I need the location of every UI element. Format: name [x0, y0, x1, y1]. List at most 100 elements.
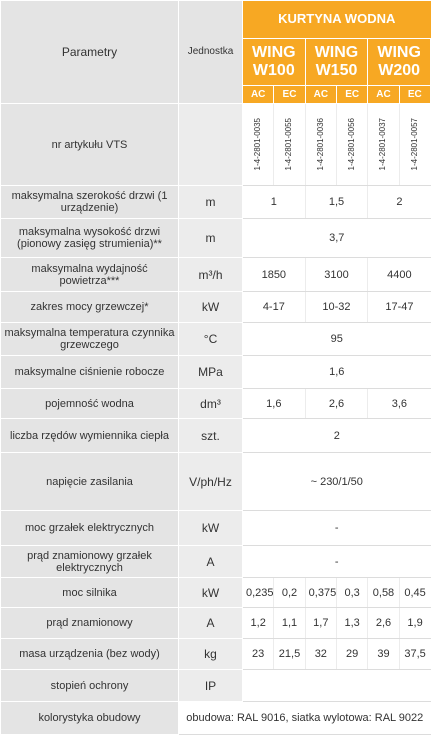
parameter-label: maksymalne ciśnienie robocze	[0, 355, 179, 389]
parameter-header: Parametry	[0, 0, 179, 104]
parameter-label: liczba rzędów wymiennika ciepła	[0, 418, 179, 453]
table-row: moc grzałek elektrycznych kW -	[0, 510, 431, 546]
article-code-cell: 1-4-2801-0055	[273, 103, 306, 186]
table-row: moc silnika kW 0,235 0,2 0,375 0,3 0,58 0,45	[0, 577, 431, 608]
value: obudowa: RAL 9016, siatka wylotowa: RAL …	[178, 701, 431, 735]
parameter-label: nr artykułu VTS	[0, 103, 179, 186]
parameter-label: moc silnika	[0, 577, 179, 608]
value: 0,235	[241, 577, 274, 608]
unit-header: Jednostka	[178, 0, 243, 104]
value: 2,6	[304, 388, 368, 419]
value: 0,2	[273, 577, 306, 608]
unit: V/ph/Hz	[178, 452, 243, 511]
article-code: 1-4-2801-0056	[347, 118, 357, 171]
value: 0,58	[367, 577, 400, 608]
article-code-cell: 1-4-2801-0037	[367, 103, 400, 186]
value: 3,6	[367, 388, 431, 419]
parameter-label: maksymalna wydajność powietrza***	[0, 257, 179, 292]
table-row: napięcie zasilania V/ph/Hz ~ 230/1/50	[0, 452, 431, 511]
table-row: prąd znamionowy A 1,2 1,1 1,7 1,3 2,6 1,9	[0, 607, 431, 639]
value: 2,6	[367, 607, 400, 639]
table-row: stopień ochrony IP	[0, 669, 431, 702]
unit: A	[178, 545, 243, 578]
unit: szt.	[178, 418, 243, 453]
article-code: 1-4-2801-0057	[410, 118, 420, 171]
value: 3100	[304, 257, 368, 292]
variant: EC	[273, 85, 306, 104]
unit: IP	[178, 669, 243, 702]
value: 10-32	[304, 291, 368, 323]
value: 0,45	[398, 577, 431, 608]
parameter-label: zakres mocy grzewczej*	[0, 291, 179, 323]
value: 32	[304, 638, 337, 670]
article-code: 1-4-2801-0055	[284, 118, 294, 171]
value: 1850	[242, 257, 306, 292]
value: 95	[242, 322, 431, 356]
parameter-label: masa urządzenia (bez wody)	[0, 638, 179, 670]
parameter-label: maksymalna temperatura czynnika grzewcze…	[0, 322, 179, 356]
variant: AC	[304, 85, 337, 104]
parameter-label: stopień ochrony	[0, 669, 179, 702]
parameter-label: pojemność wodna	[0, 388, 179, 419]
parameter-label: maksymalna wysokość drzwi (pionowy zasię…	[0, 218, 179, 258]
value: 1,3	[335, 607, 368, 639]
table-row: maksymalna wysokość drzwi (pionowy zasię…	[0, 218, 431, 258]
article-code-cell: 1-4-2801-0035	[241, 103, 274, 186]
value: 1,9	[398, 607, 431, 639]
value: 2	[367, 185, 431, 219]
value: -	[242, 545, 431, 578]
table-row: maksymalna szerokość drzwi (1 urządzenie…	[0, 185, 431, 219]
unit: °C	[178, 322, 243, 356]
variant: EC	[398, 85, 431, 104]
value: 4-17	[242, 291, 306, 323]
value: -	[242, 510, 431, 546]
table-row: liczba rzędów wymiennika ciepła szt. 2	[0, 418, 431, 453]
value: 3,7	[242, 218, 431, 258]
model-name: WING W150	[304, 38, 369, 86]
table-row: Parametry Jednostka KURTYNA WODNA	[0, 0, 431, 104]
table-row: maksymalne ciśnienie robocze MPa 1,6	[0, 355, 431, 389]
table-row: zakres mocy grzewczej* kW 4-17 10-32 17-47	[0, 291, 431, 323]
value: 0,3	[335, 577, 368, 608]
variant: AC	[241, 85, 275, 104]
value: 1	[242, 185, 306, 219]
unit: kg	[178, 638, 243, 670]
value: 37,5	[398, 638, 431, 670]
unit: MPa	[178, 355, 243, 389]
unit: A	[178, 607, 243, 639]
model-name: WING W200	[367, 38, 431, 86]
value: 17-47	[367, 291, 431, 323]
unit: kW	[178, 577, 243, 608]
value: ~ 230/1/50	[242, 452, 431, 511]
table-row: nr artykułu VTS 1-4-2801-0035 1-4-2801-005…	[0, 103, 431, 186]
table-row: pojemność wodna dm³ 1,6 2,6 3,6	[0, 388, 431, 419]
value-empty	[242, 669, 431, 702]
unit-cell	[178, 103, 243, 186]
parameter-label: prąd znamionowy grzałek elektrycznych	[0, 545, 179, 578]
article-code: 1-4-2801-0035	[253, 118, 263, 171]
value: 1,1	[273, 607, 306, 639]
article-code-cell: 1-4-2801-0056	[335, 103, 368, 186]
article-code: 1-4-2801-0037	[378, 118, 388, 171]
value: 4400	[367, 257, 431, 292]
parameter-label: maksymalna szerokość drzwi (1 urządzenie…	[0, 185, 179, 219]
table-row: kolorystyka obudowy obudowa: RAL 9016, si…	[0, 701, 431, 735]
article-code-cell: 1-4-2801-0036	[304, 103, 337, 186]
value: 29	[335, 638, 368, 670]
value: 1,6	[242, 388, 306, 419]
unit: kW	[178, 510, 243, 546]
unit: m	[178, 185, 243, 219]
value: 0,375	[304, 577, 337, 608]
parameter-label: kolorystyka obudowy	[0, 701, 179, 735]
unit: m	[178, 218, 243, 258]
unit: kW	[178, 291, 243, 323]
variant: EC	[335, 85, 369, 104]
article-code: 1-4-2801-0036	[315, 118, 325, 171]
value: 21,5	[273, 638, 306, 670]
table-row: maksymalna temperatura czynnika grzewcze…	[0, 322, 431, 356]
parameter-label: prąd znamionowy	[0, 607, 179, 639]
value: 1,5	[304, 185, 368, 219]
value: 1,2	[241, 607, 274, 639]
